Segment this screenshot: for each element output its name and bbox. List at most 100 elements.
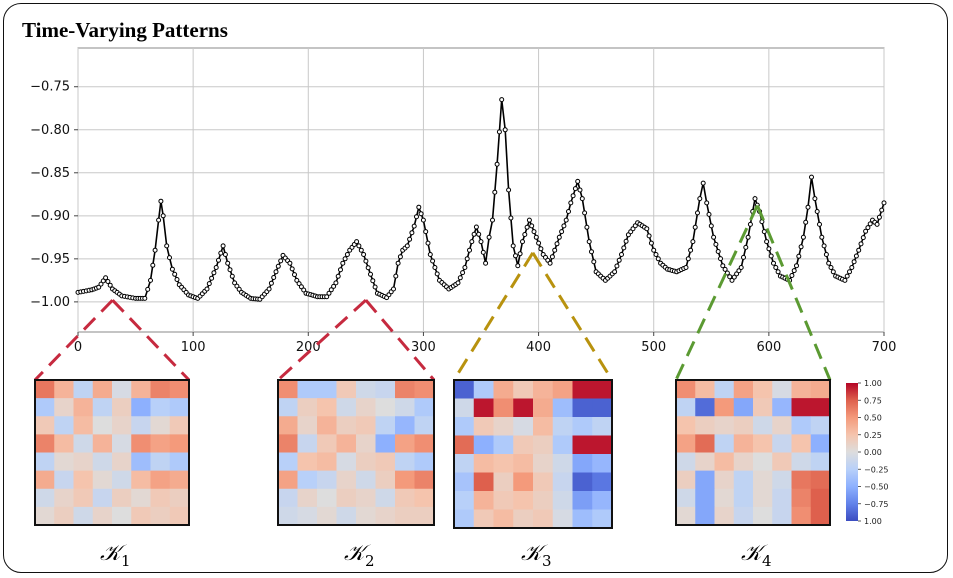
heatmap-cell [395, 506, 415, 526]
heatmap-border [277, 379, 435, 526]
heatmap-cell [150, 452, 171, 472]
data-point [612, 269, 618, 275]
heatmap-cell [92, 506, 113, 526]
data-point [860, 235, 866, 241]
heatmap-cell [356, 506, 376, 526]
data-point [823, 252, 829, 257]
heatmap-cell [112, 434, 132, 453]
data-point [490, 217, 495, 223]
heatmap-cell [112, 416, 132, 435]
data-point [423, 229, 429, 235]
data-point [395, 260, 401, 266]
data-point [547, 260, 553, 266]
heatmap-cell [375, 416, 396, 435]
data-point [577, 187, 583, 193]
plot-area [77, 47, 885, 333]
data-point [204, 286, 210, 292]
data-point [826, 260, 832, 266]
colorbar-tick-label: −0.25 [864, 465, 889, 474]
data-point [211, 270, 217, 276]
colorbar-tick-label: −0.75 [864, 500, 889, 509]
data-point [158, 198, 164, 204]
data-point [517, 251, 523, 257]
heatmap-cell [169, 470, 190, 490]
heatmap-cell [54, 398, 74, 417]
heatmap-cell [572, 380, 593, 399]
heatmap-cell [493, 454, 514, 473]
data-point [690, 239, 696, 245]
data-point [145, 286, 151, 292]
heatmap-cell [676, 380, 696, 399]
heatmap-cell [552, 417, 573, 436]
x-tick-label: 400 [526, 340, 551, 355]
data-point [404, 243, 410, 249]
data-point [494, 161, 500, 167]
heatmap-cell [395, 434, 415, 453]
data-point [169, 266, 175, 272]
heatmap-cell [493, 472, 514, 492]
heatmap-cell [395, 452, 415, 472]
data-point [289, 266, 295, 272]
data-point [206, 281, 212, 287]
heatmap-cell [336, 452, 357, 472]
data-point [867, 221, 873, 227]
data-point [471, 231, 477, 237]
heatmap-4 [675, 379, 831, 526]
x-tick-label: 300 [411, 340, 436, 355]
data-point [292, 272, 297, 278]
heatmap-cell [810, 488, 831, 508]
heatmap-cell [753, 452, 773, 472]
data-point [427, 252, 433, 257]
heatmap-cell [150, 506, 171, 526]
heatmap-cell [150, 434, 171, 453]
heatmap-cell [714, 470, 735, 490]
data-point [409, 230, 415, 236]
heatmap-cell [112, 380, 132, 399]
data-point [522, 232, 528, 237]
heatmap-cell [92, 488, 113, 508]
heatmap-cell [278, 416, 298, 435]
data-point [483, 260, 489, 266]
heatmap-cell [810, 470, 831, 490]
heatmap-cell [533, 454, 554, 473]
heatmap-cell [414, 488, 435, 508]
data-point [266, 286, 272, 292]
heatmap-cell [513, 472, 534, 492]
heatmap-cell [336, 488, 357, 508]
data-point [407, 236, 413, 242]
heatmap-cell [131, 380, 151, 399]
axes: 0 100 200 300 400 500 600 700 −1.00 −0.95 −0.90 −0.… [30, 80, 896, 355]
heatmap-cell [810, 434, 831, 453]
heatmap-cell [714, 398, 735, 417]
heatmap-cell [356, 488, 376, 508]
data-point [496, 129, 502, 135]
data-point [152, 247, 158, 253]
y-tick-label: −0.95 [30, 252, 70, 267]
heatmap-cell [454, 454, 475, 473]
data-point [821, 243, 827, 249]
data-point [713, 241, 719, 247]
data-point [586, 239, 592, 245]
data-point [711, 234, 717, 240]
data-point [354, 239, 360, 245]
data-point [298, 284, 304, 290]
zoom-line-right [364, 299, 436, 381]
heatmap-cell [772, 488, 792, 508]
heatmap-cell [552, 398, 573, 418]
data-point [273, 269, 279, 275]
data-point [164, 243, 170, 249]
data-point [333, 280, 339, 286]
heatmap-cell [336, 470, 357, 490]
zoom-line-right [111, 299, 191, 382]
heatmap-cell [714, 488, 735, 508]
heatmap-cell [695, 398, 715, 417]
heatmap-cell [733, 434, 754, 453]
data-point [734, 271, 740, 277]
heatmap-cell [753, 398, 773, 417]
heatmap-cell [414, 416, 435, 435]
heatmap-cell [552, 454, 573, 473]
data-point [876, 214, 882, 220]
heatmap-cell [414, 470, 435, 490]
heatmap-cell [317, 470, 337, 490]
